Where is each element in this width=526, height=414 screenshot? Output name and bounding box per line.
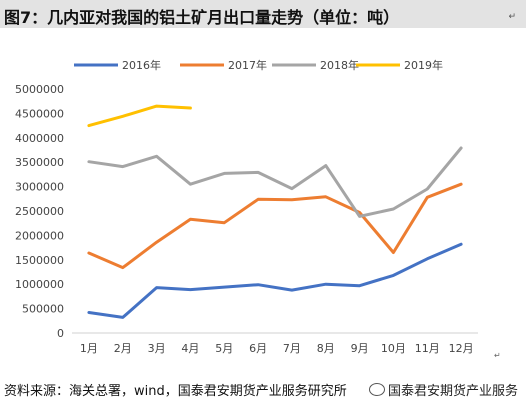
wechat-icon <box>368 383 385 396</box>
y-tick-label: 4500000 <box>15 107 64 120</box>
x-tick-label: 4月 <box>181 342 199 355</box>
x-tick-label: 1月 <box>80 342 98 355</box>
series-line <box>87 104 192 128</box>
x-tick-label: 8月 <box>317 342 335 355</box>
series-line <box>87 242 463 319</box>
x-tick-label: 6月 <box>249 342 267 355</box>
x-tick-label: 12月 <box>449 342 474 355</box>
x-tick-label: 10月 <box>381 342 406 355</box>
watermark-text: 国泰君安期货产业服务 <box>387 384 518 399</box>
watermark: 国泰君安期货产业服务 <box>366 380 520 399</box>
x-axis: 1月 2月 3月 4月 5月 6月 7月 8月 9月 10月 11月 12月 ↵ <box>72 332 501 360</box>
x-tick-label: 2月 <box>114 342 132 355</box>
x-tick-label: 9月 <box>351 342 369 355</box>
y-tick-label: 2000000 <box>15 229 64 242</box>
y-tick-label: 3500000 <box>15 156 64 169</box>
legend-label: 2017年 <box>228 58 267 72</box>
legend-label: 2019年 <box>404 58 443 72</box>
title-bar: 图7：几内亚对我国的铝土矿月出口量走势（单位：吨） ↵ <box>0 0 526 28</box>
y-tick-label: 3000000 <box>15 181 64 194</box>
x-tick-label: 7月 <box>283 342 301 355</box>
y-tick-label: 500000 <box>22 303 64 316</box>
y-tick-label: 1500000 <box>15 254 64 267</box>
y-tick-label: 0 <box>57 327 64 340</box>
series-line <box>87 146 463 218</box>
x-tick-label: 5月 <box>215 342 233 355</box>
y-tick-label: 2500000 <box>15 205 64 218</box>
legend-label: 2016年 <box>122 58 161 72</box>
x-tick-label: 11月 <box>415 342 440 355</box>
source-note: 资料来源：海关总署，wind，国泰君安期货产业服务研究所 <box>4 384 347 399</box>
paragraph-mark-icon: ↵ <box>494 351 501 360</box>
chart-legend: 2016年 2017年 2018年 2019年 <box>74 58 443 72</box>
plot-lines <box>87 104 463 319</box>
chart-area: 2016年 2017年 2018年 2019年 0 500000 1000000 15000… <box>15 58 501 360</box>
paragraph-mark-icon: ↵ <box>508 12 516 22</box>
series-line <box>87 182 463 270</box>
chart-title: 图7：几内亚对我国的铝土矿月出口量走势（单位：吨） <box>4 8 400 27</box>
y-tick-label: 1000000 <box>15 278 64 291</box>
y-tick-label: 4000000 <box>15 132 64 145</box>
legend-label: 2018年 <box>320 58 359 72</box>
x-tick-label: 3月 <box>148 342 166 355</box>
y-axis: 0 500000 1000000 1500000 2000000 2500000 30000… <box>15 83 64 340</box>
y-tick-label: 5000000 <box>15 83 64 96</box>
